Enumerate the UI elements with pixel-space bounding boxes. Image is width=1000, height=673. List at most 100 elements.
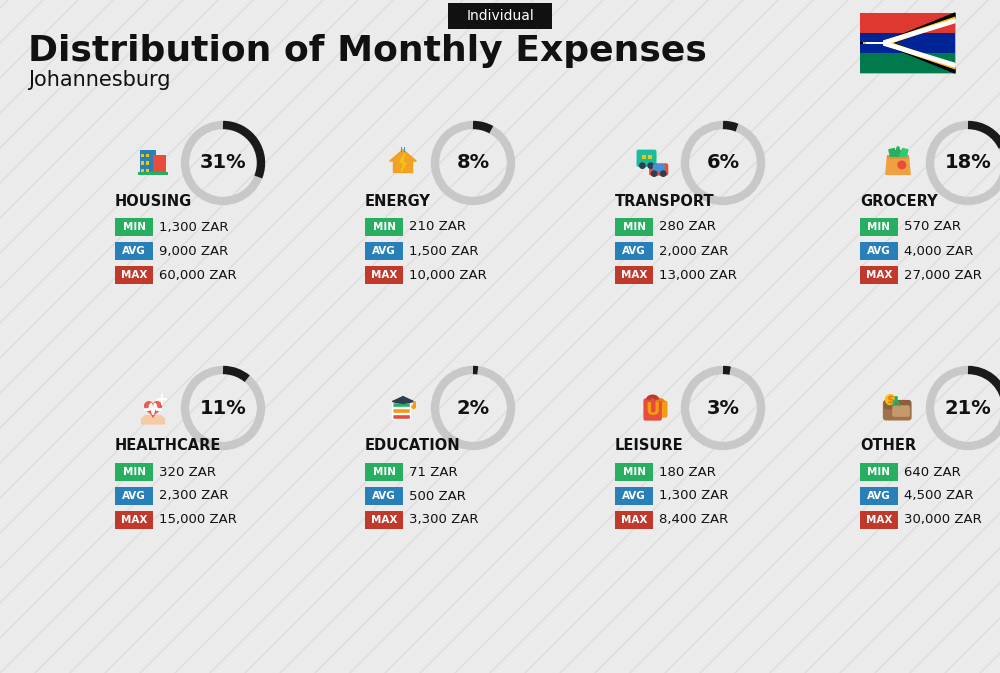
- FancyBboxPatch shape: [860, 242, 898, 260]
- Text: MIN: MIN: [122, 467, 146, 477]
- FancyBboxPatch shape: [887, 155, 909, 160]
- Text: MAX: MAX: [621, 515, 647, 525]
- FancyBboxPatch shape: [115, 511, 153, 529]
- Text: 13,000 ZAR: 13,000 ZAR: [659, 269, 737, 281]
- FancyBboxPatch shape: [860, 266, 898, 284]
- Text: HEALTHCARE: HEALTHCARE: [115, 439, 221, 454]
- Text: AVG: AVG: [867, 246, 891, 256]
- FancyBboxPatch shape: [392, 408, 410, 413]
- FancyBboxPatch shape: [615, 463, 653, 481]
- Circle shape: [898, 161, 906, 169]
- FancyBboxPatch shape: [115, 242, 153, 260]
- Text: AVG: AVG: [622, 491, 646, 501]
- Text: 21%: 21%: [945, 398, 991, 417]
- Text: 4,500 ZAR: 4,500 ZAR: [904, 489, 973, 503]
- Polygon shape: [142, 416, 164, 424]
- Text: +: +: [154, 390, 168, 409]
- FancyBboxPatch shape: [615, 487, 653, 505]
- FancyBboxPatch shape: [653, 400, 668, 418]
- Text: MIN: MIN: [622, 222, 646, 232]
- Text: MAX: MAX: [371, 270, 397, 280]
- Text: 1,300 ZAR: 1,300 ZAR: [159, 221, 228, 234]
- Text: 30,000 ZAR: 30,000 ZAR: [904, 513, 982, 526]
- Polygon shape: [889, 149, 896, 156]
- Text: AVG: AVG: [372, 491, 396, 501]
- FancyBboxPatch shape: [637, 149, 657, 167]
- Text: 6%: 6%: [706, 153, 740, 172]
- Text: $: $: [887, 394, 894, 404]
- FancyBboxPatch shape: [615, 218, 653, 236]
- FancyBboxPatch shape: [365, 511, 403, 529]
- Text: 500 ZAR: 500 ZAR: [409, 489, 466, 503]
- Text: MAX: MAX: [121, 270, 147, 280]
- Text: HOUSING: HOUSING: [115, 194, 192, 209]
- Text: 180 ZAR: 180 ZAR: [659, 466, 716, 479]
- Circle shape: [885, 394, 895, 404]
- Text: MAX: MAX: [371, 515, 397, 525]
- FancyBboxPatch shape: [860, 218, 898, 236]
- Text: GROCERY: GROCERY: [860, 194, 938, 209]
- FancyBboxPatch shape: [115, 266, 153, 284]
- Text: AVG: AVG: [622, 246, 646, 256]
- Text: LEISURE: LEISURE: [615, 439, 684, 454]
- FancyBboxPatch shape: [653, 164, 665, 171]
- Text: AVG: AVG: [122, 491, 146, 501]
- FancyBboxPatch shape: [392, 414, 394, 419]
- FancyBboxPatch shape: [649, 164, 668, 176]
- Text: 3%: 3%: [706, 398, 740, 417]
- FancyBboxPatch shape: [860, 463, 898, 481]
- FancyBboxPatch shape: [860, 53, 955, 73]
- FancyBboxPatch shape: [860, 33, 955, 53]
- FancyBboxPatch shape: [448, 3, 552, 29]
- FancyBboxPatch shape: [892, 405, 910, 417]
- Text: 9,000 ZAR: 9,000 ZAR: [159, 244, 228, 258]
- FancyBboxPatch shape: [860, 13, 955, 73]
- Text: Johannesburg: Johannesburg: [28, 70, 170, 90]
- Text: 2,300 ZAR: 2,300 ZAR: [159, 489, 228, 503]
- Text: 27,000 ZAR: 27,000 ZAR: [904, 269, 982, 281]
- FancyBboxPatch shape: [404, 147, 405, 151]
- Text: MIN: MIN: [868, 222, 891, 232]
- Text: MIN: MIN: [622, 467, 646, 477]
- FancyBboxPatch shape: [365, 218, 403, 236]
- Text: MIN: MIN: [372, 222, 396, 232]
- FancyBboxPatch shape: [392, 402, 394, 407]
- Polygon shape: [145, 402, 161, 417]
- FancyBboxPatch shape: [115, 218, 153, 236]
- Text: 210 ZAR: 210 ZAR: [409, 221, 466, 234]
- Text: ENERGY: ENERGY: [365, 194, 431, 209]
- Text: MIN: MIN: [868, 467, 891, 477]
- FancyBboxPatch shape: [883, 400, 912, 421]
- Text: Individual: Individual: [466, 9, 534, 23]
- FancyBboxPatch shape: [153, 155, 166, 174]
- Text: AVG: AVG: [867, 491, 891, 501]
- FancyBboxPatch shape: [615, 266, 653, 284]
- Polygon shape: [866, 19, 955, 67]
- Text: 570 ZAR: 570 ZAR: [904, 221, 961, 234]
- Text: 280 ZAR: 280 ZAR: [659, 221, 716, 234]
- Polygon shape: [886, 157, 910, 174]
- FancyBboxPatch shape: [115, 487, 153, 505]
- Text: MIN: MIN: [122, 222, 146, 232]
- Text: 2%: 2%: [456, 398, 490, 417]
- Text: EDUCATION: EDUCATION: [365, 439, 461, 454]
- Text: 1,300 ZAR: 1,300 ZAR: [659, 489, 728, 503]
- FancyBboxPatch shape: [648, 155, 652, 160]
- Text: 3,300 ZAR: 3,300 ZAR: [409, 513, 479, 526]
- FancyBboxPatch shape: [643, 398, 662, 421]
- FancyBboxPatch shape: [365, 463, 403, 481]
- Text: AVG: AVG: [372, 246, 396, 256]
- Text: 320 ZAR: 320 ZAR: [159, 466, 216, 479]
- Text: AVG: AVG: [122, 246, 146, 256]
- Text: 4,000 ZAR: 4,000 ZAR: [904, 244, 973, 258]
- Circle shape: [651, 171, 657, 176]
- FancyBboxPatch shape: [146, 162, 149, 164]
- Text: 1,500 ZAR: 1,500 ZAR: [409, 244, 479, 258]
- Text: 11%: 11%: [200, 398, 246, 417]
- FancyBboxPatch shape: [860, 13, 955, 33]
- Text: MAX: MAX: [866, 270, 892, 280]
- Polygon shape: [390, 149, 416, 172]
- Text: 15,000 ZAR: 15,000 ZAR: [159, 513, 237, 526]
- FancyBboxPatch shape: [884, 400, 911, 409]
- Circle shape: [640, 163, 645, 168]
